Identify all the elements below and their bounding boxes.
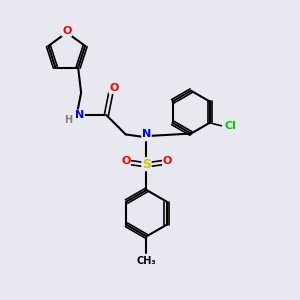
Text: N: N bbox=[142, 129, 151, 139]
Text: O: O bbox=[121, 156, 130, 166]
Text: O: O bbox=[109, 83, 119, 93]
Text: H: H bbox=[64, 115, 72, 124]
Text: CH₃: CH₃ bbox=[137, 256, 156, 266]
Text: O: O bbox=[62, 26, 71, 36]
Text: Cl: Cl bbox=[224, 121, 236, 131]
Text: S: S bbox=[142, 158, 151, 171]
Text: O: O bbox=[163, 156, 172, 166]
Text: N: N bbox=[75, 110, 84, 120]
